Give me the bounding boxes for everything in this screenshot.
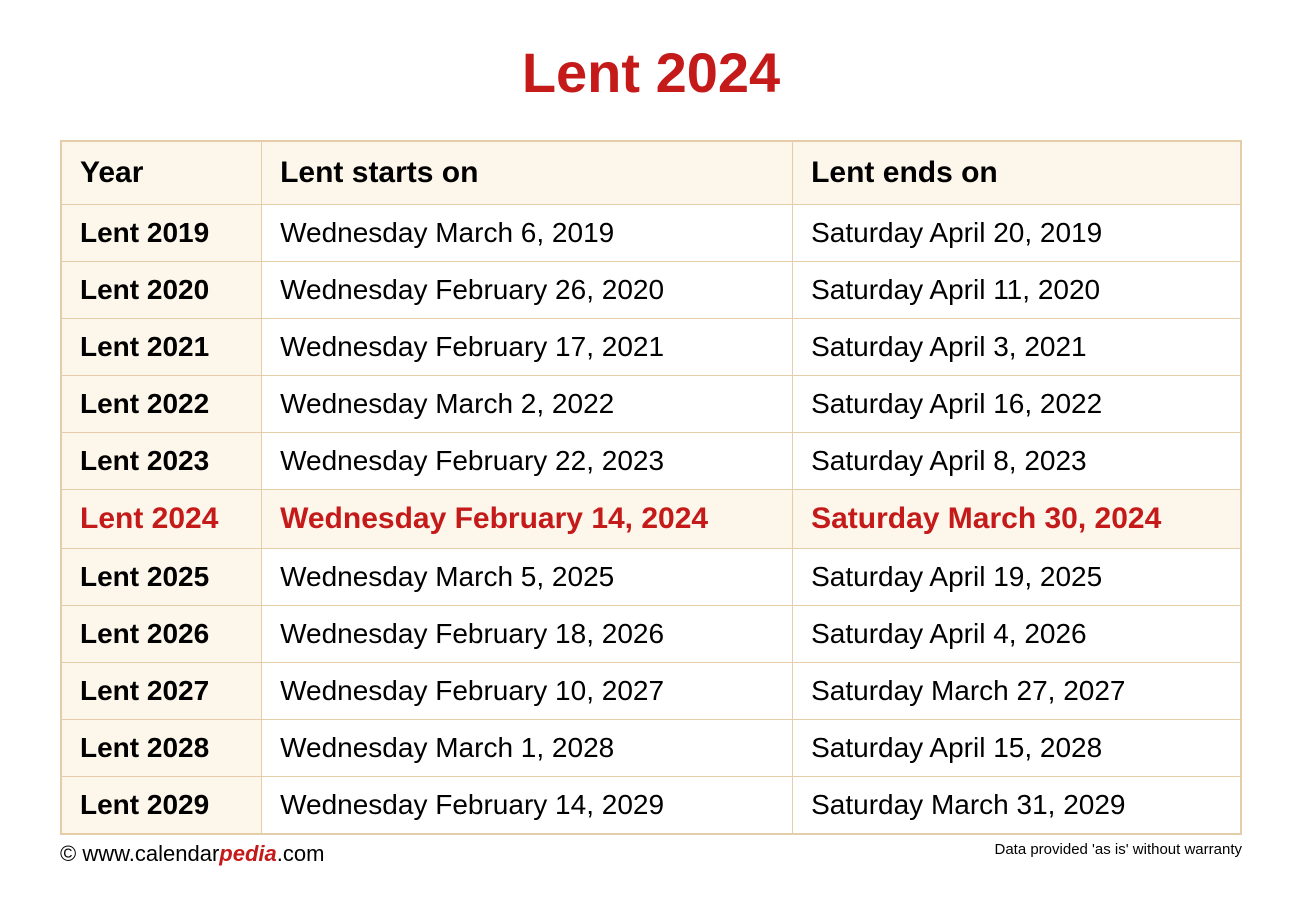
cell-starts: Wednesday March 5, 2025 <box>262 549 793 606</box>
copyright-prefix: © www.calendar <box>60 841 219 866</box>
cell-starts: Wednesday February 17, 2021 <box>262 319 793 376</box>
cell-ends: Saturday April 20, 2019 <box>793 205 1241 262</box>
cell-year: Lent 2023 <box>61 433 262 490</box>
cell-year: Lent 2026 <box>61 606 262 663</box>
table-row: Lent 2020Wednesday February 26, 2020Satu… <box>61 262 1241 319</box>
cell-year: Lent 2028 <box>61 720 262 777</box>
cell-starts: Wednesday February 22, 2023 <box>262 433 793 490</box>
cell-starts: Wednesday February 18, 2026 <box>262 606 793 663</box>
cell-starts: Wednesday February 14, 2029 <box>262 777 793 835</box>
cell-starts: Wednesday February 10, 2027 <box>262 663 793 720</box>
cell-year: Lent 2025 <box>61 549 262 606</box>
table-row: Lent 2023Wednesday February 22, 2023Satu… <box>61 433 1241 490</box>
cell-year: Lent 2029 <box>61 777 262 835</box>
table-row: Lent 2019Wednesday March 6, 2019Saturday… <box>61 205 1241 262</box>
cell-starts: Wednesday March 1, 2028 <box>262 720 793 777</box>
table-row: Lent 2028Wednesday March 1, 2028Saturday… <box>61 720 1241 777</box>
footer-disclaimer: Data provided 'as is' without warranty <box>994 841 1242 858</box>
cell-ends: Saturday April 4, 2026 <box>793 606 1241 663</box>
cell-year: Lent 2021 <box>61 319 262 376</box>
cell-ends: Saturday April 15, 2028 <box>793 720 1241 777</box>
lent-table: Year Lent starts on Lent ends on Lent 20… <box>60 140 1242 835</box>
footer: © www.calendarpedia.com Data provided 'a… <box>60 841 1242 867</box>
table-row: Lent 2022Wednesday March 2, 2022Saturday… <box>61 376 1241 433</box>
footer-copyright: © www.calendarpedia.com <box>60 841 324 867</box>
table-row: Lent 2029Wednesday February 14, 2029Satu… <box>61 777 1241 835</box>
table-row: Lent 2025Wednesday March 5, 2025Saturday… <box>61 549 1241 606</box>
cell-ends: Saturday April 16, 2022 <box>793 376 1241 433</box>
table-row: Lent 2021Wednesday February 17, 2021Satu… <box>61 319 1241 376</box>
cell-starts: Wednesday March 2, 2022 <box>262 376 793 433</box>
cell-ends: Saturday April 3, 2021 <box>793 319 1241 376</box>
copyright-pedia: pedia <box>219 841 276 866</box>
cell-year: Lent 2020 <box>61 262 262 319</box>
cell-year: Lent 2024 <box>61 490 262 549</box>
header-ends: Lent ends on <box>793 141 1241 205</box>
cell-starts: Wednesday February 26, 2020 <box>262 262 793 319</box>
table-header-row: Year Lent starts on Lent ends on <box>61 141 1241 205</box>
cell-starts: Wednesday February 14, 2024 <box>262 490 793 549</box>
table-row: Lent 2026Wednesday February 18, 2026Satu… <box>61 606 1241 663</box>
header-year: Year <box>61 141 262 205</box>
table-row: Lent 2027Wednesday February 10, 2027Satu… <box>61 663 1241 720</box>
table-row: Lent 2024Wednesday February 14, 2024Satu… <box>61 490 1241 549</box>
table-body: Lent 2019Wednesday March 6, 2019Saturday… <box>61 205 1241 835</box>
header-starts: Lent starts on <box>262 141 793 205</box>
cell-year: Lent 2019 <box>61 205 262 262</box>
cell-year: Lent 2022 <box>61 376 262 433</box>
page-title: Lent 2024 <box>60 40 1242 105</box>
cell-ends: Saturday April 11, 2020 <box>793 262 1241 319</box>
cell-year: Lent 2027 <box>61 663 262 720</box>
cell-starts: Wednesday March 6, 2019 <box>262 205 793 262</box>
cell-ends: Saturday March 30, 2024 <box>793 490 1241 549</box>
cell-ends: Saturday March 31, 2029 <box>793 777 1241 835</box>
copyright-suffix: .com <box>277 841 325 866</box>
cell-ends: Saturday March 27, 2027 <box>793 663 1241 720</box>
cell-ends: Saturday April 19, 2025 <box>793 549 1241 606</box>
cell-ends: Saturday April 8, 2023 <box>793 433 1241 490</box>
